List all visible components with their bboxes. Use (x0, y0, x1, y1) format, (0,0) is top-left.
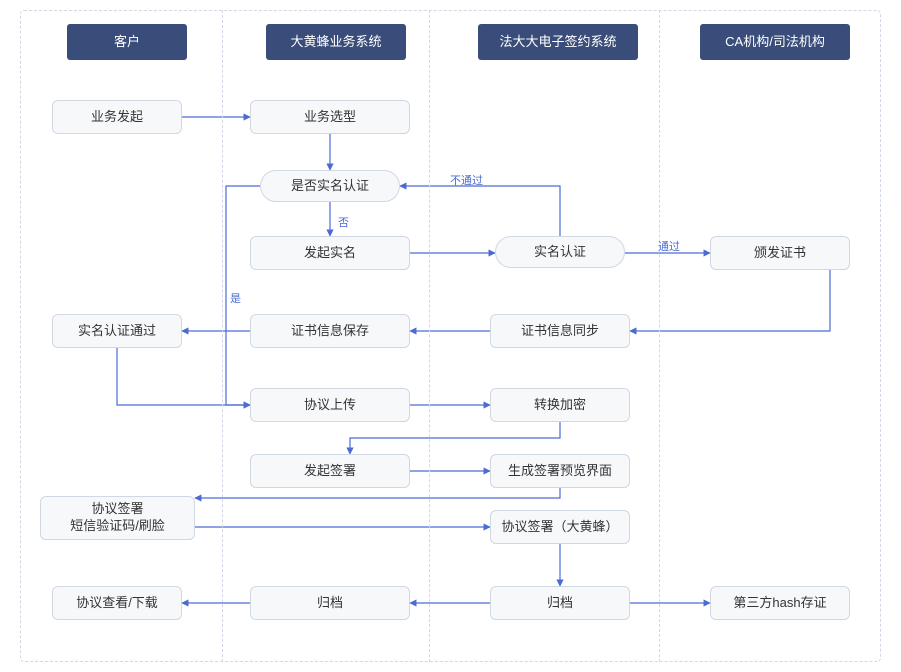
lh-fdd: 法大大电子签约系统 (478, 24, 638, 60)
lh-dhm: 大黄蜂业务系统 (266, 24, 406, 60)
e6-label: 不通过 (450, 172, 483, 188)
lh-ca: CA机构/司法机构 (700, 24, 850, 60)
n-certsync: 证书信息同步 (490, 314, 630, 348)
n-smsface: 协议签署短信验证码/刷脸 (40, 496, 195, 540)
n-certsave: 证书信息保存 (250, 314, 410, 348)
e10-label: 是 (230, 290, 241, 306)
n-archive1: 归档 (250, 586, 410, 620)
n-encrypt: 转换加密 (490, 388, 630, 422)
lane-divider (222, 10, 223, 662)
n-passed: 实名认证通过 (52, 314, 182, 348)
lh-client: 客户 (67, 24, 187, 60)
e3-label: 否 (338, 214, 349, 230)
n-start: 业务发起 (52, 100, 182, 134)
lane-divider (659, 10, 660, 662)
n-initsign: 发起签署 (250, 454, 410, 488)
lane-divider (429, 10, 430, 662)
e5-label: 通过 (658, 238, 680, 254)
n-isreal: 是否实名认证 (260, 170, 400, 202)
n-archive2: 归档 (490, 586, 630, 620)
n-dhmsign: 协议签署（大黄蜂） (490, 510, 630, 544)
n-upload: 协议上传 (250, 388, 410, 422)
n-preview: 生成签署预览界面 (490, 454, 630, 488)
n-issuecert: 颁发证书 (710, 236, 850, 270)
n-initreal: 发起实名 (250, 236, 410, 270)
n-select: 业务选型 (250, 100, 410, 134)
n-viewdl: 协议查看/下载 (52, 586, 182, 620)
n-realname: 实名认证 (495, 236, 625, 268)
n-hash: 第三方hash存证 (710, 586, 850, 620)
